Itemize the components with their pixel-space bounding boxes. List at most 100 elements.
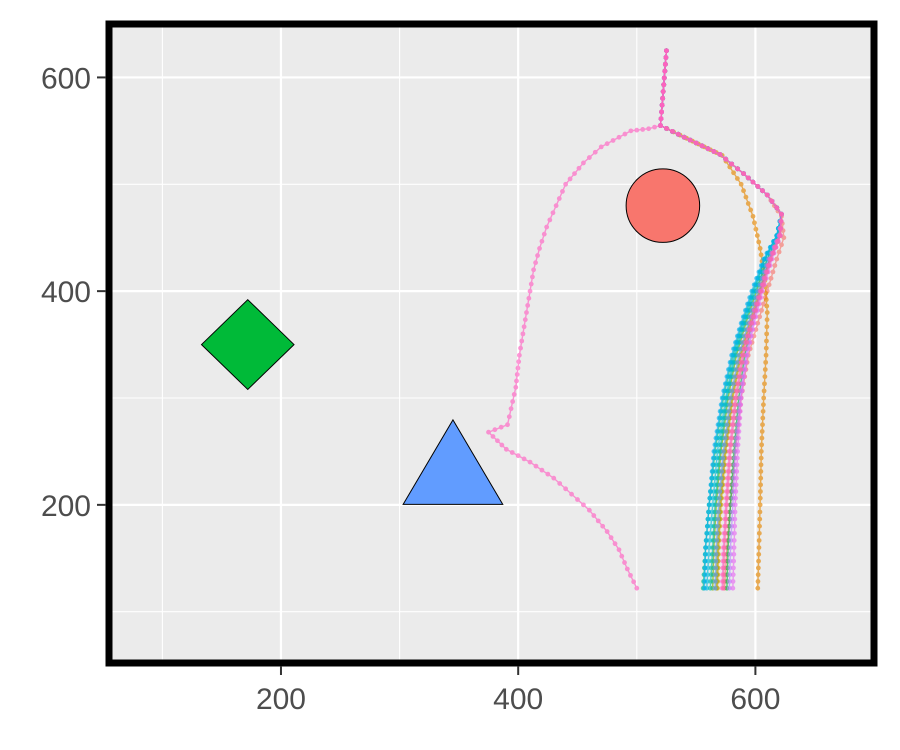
landmark-circle bbox=[625, 168, 701, 243]
trajectory-point bbox=[541, 231, 547, 237]
trajectory-point bbox=[727, 359, 733, 365]
trajectory-point bbox=[710, 502, 716, 508]
trajectory-point bbox=[658, 116, 664, 122]
trajectory-point bbox=[728, 442, 734, 448]
trajectory-point bbox=[731, 558, 737, 564]
trajectory-point bbox=[595, 518, 601, 524]
trajectory-point bbox=[751, 314, 757, 320]
axes: 200 400 600 200 400 600 bbox=[41, 62, 780, 716]
trajectory-point bbox=[510, 399, 516, 404]
trajectory-point bbox=[723, 395, 729, 401]
trajectory-point bbox=[727, 462, 732, 468]
trajectory-point bbox=[730, 572, 736, 578]
trajectory-point bbox=[768, 275, 774, 281]
trajectory-point bbox=[727, 558, 733, 564]
trajectory-point bbox=[622, 131, 628, 137]
trajectory-point bbox=[572, 171, 577, 176]
trajectory-point bbox=[714, 455, 720, 461]
trajectory-point bbox=[533, 260, 538, 266]
trajectory-point bbox=[713, 462, 719, 468]
trajectory-point bbox=[516, 359, 522, 365]
trajectory-point bbox=[727, 572, 733, 578]
trajectory-point bbox=[758, 288, 764, 294]
trajectory-point bbox=[758, 263, 764, 268]
trajectory-point bbox=[721, 565, 727, 571]
trajectory-point bbox=[533, 463, 539, 469]
trajectory-point bbox=[707, 585, 713, 591]
trajectory-point bbox=[702, 558, 708, 564]
trajectory-point bbox=[763, 359, 769, 365]
trajectory-point bbox=[758, 462, 764, 468]
trajectory-point bbox=[711, 149, 717, 154]
trajectory-point bbox=[781, 235, 787, 241]
trajectory-point bbox=[492, 427, 498, 433]
trajectory-point bbox=[634, 127, 640, 133]
trajectory-point bbox=[553, 203, 559, 209]
trajectory-point bbox=[741, 352, 746, 358]
trajectory-point bbox=[713, 558, 719, 564]
trajectory-point bbox=[581, 160, 586, 166]
trajectory-point bbox=[712, 475, 718, 481]
trajectory-point bbox=[704, 530, 710, 536]
trajectory-point bbox=[681, 134, 687, 140]
trajectory-point bbox=[759, 307, 764, 313]
trajectory-point bbox=[762, 374, 768, 380]
trajectory-point bbox=[714, 530, 720, 536]
trajectory-point bbox=[737, 374, 743, 380]
trajectory-point bbox=[612, 541, 618, 547]
trajectory-point bbox=[763, 345, 769, 351]
trajectory-point bbox=[726, 408, 732, 414]
trajectory-point bbox=[733, 482, 739, 488]
trajectory-point bbox=[717, 435, 722, 441]
trajectory-point bbox=[722, 530, 728, 536]
trajectory-point bbox=[732, 374, 738, 380]
trajectory-point bbox=[736, 327, 742, 333]
trajectory-point bbox=[769, 198, 775, 204]
trajectory-point bbox=[727, 455, 733, 461]
trajectory-point bbox=[521, 324, 527, 330]
trajectory-point bbox=[551, 475, 557, 481]
trajectory-point bbox=[733, 489, 739, 494]
trajectory-point bbox=[740, 381, 746, 387]
trajectory-point bbox=[770, 269, 776, 275]
trajectory-point bbox=[631, 579, 637, 585]
trajectory-point bbox=[711, 489, 717, 494]
trajectory-point bbox=[731, 565, 736, 571]
trajectory-point bbox=[669, 128, 675, 134]
trajectory-point bbox=[722, 538, 728, 543]
trajectory-point bbox=[537, 245, 542, 251]
trajectory-point bbox=[608, 535, 614, 541]
trajectory-point bbox=[764, 317, 770, 323]
trajectory-point bbox=[713, 545, 719, 550]
trajectory-point bbox=[713, 435, 719, 441]
trajectory-point bbox=[726, 475, 732, 481]
trajectory-point bbox=[709, 509, 715, 515]
trajectory-point bbox=[754, 233, 760, 238]
trajectory-point bbox=[768, 256, 774, 262]
trajectory-point bbox=[738, 367, 744, 372]
trajectory-point bbox=[758, 455, 764, 461]
trajectory-point bbox=[708, 579, 714, 584]
trajectory-point bbox=[739, 359, 745, 365]
trajectory-point bbox=[749, 320, 755, 326]
trajectory-point bbox=[721, 558, 727, 564]
trajectory-point bbox=[721, 551, 727, 557]
trajectory-point bbox=[707, 495, 713, 501]
trajectory-point bbox=[506, 414, 512, 420]
trajectory-point bbox=[712, 442, 718, 448]
trajectory-point bbox=[706, 545, 712, 550]
trajectory-point bbox=[748, 207, 754, 213]
trajectory-line bbox=[487, 50, 668, 589]
trajectory-point bbox=[757, 495, 763, 501]
trajectory-point bbox=[518, 345, 523, 351]
trajectory-point bbox=[717, 151, 723, 157]
trajectory-point bbox=[709, 469, 715, 474]
trajectory-point bbox=[749, 288, 755, 294]
trajectory-point bbox=[734, 462, 740, 468]
y-tick-label: 200 bbox=[41, 490, 91, 523]
trajectory-point bbox=[713, 551, 719, 557]
trajectory-point bbox=[741, 374, 747, 380]
trajectory-point bbox=[604, 529, 610, 534]
trajectory-point bbox=[716, 442, 721, 448]
trajectory-point bbox=[735, 388, 741, 394]
